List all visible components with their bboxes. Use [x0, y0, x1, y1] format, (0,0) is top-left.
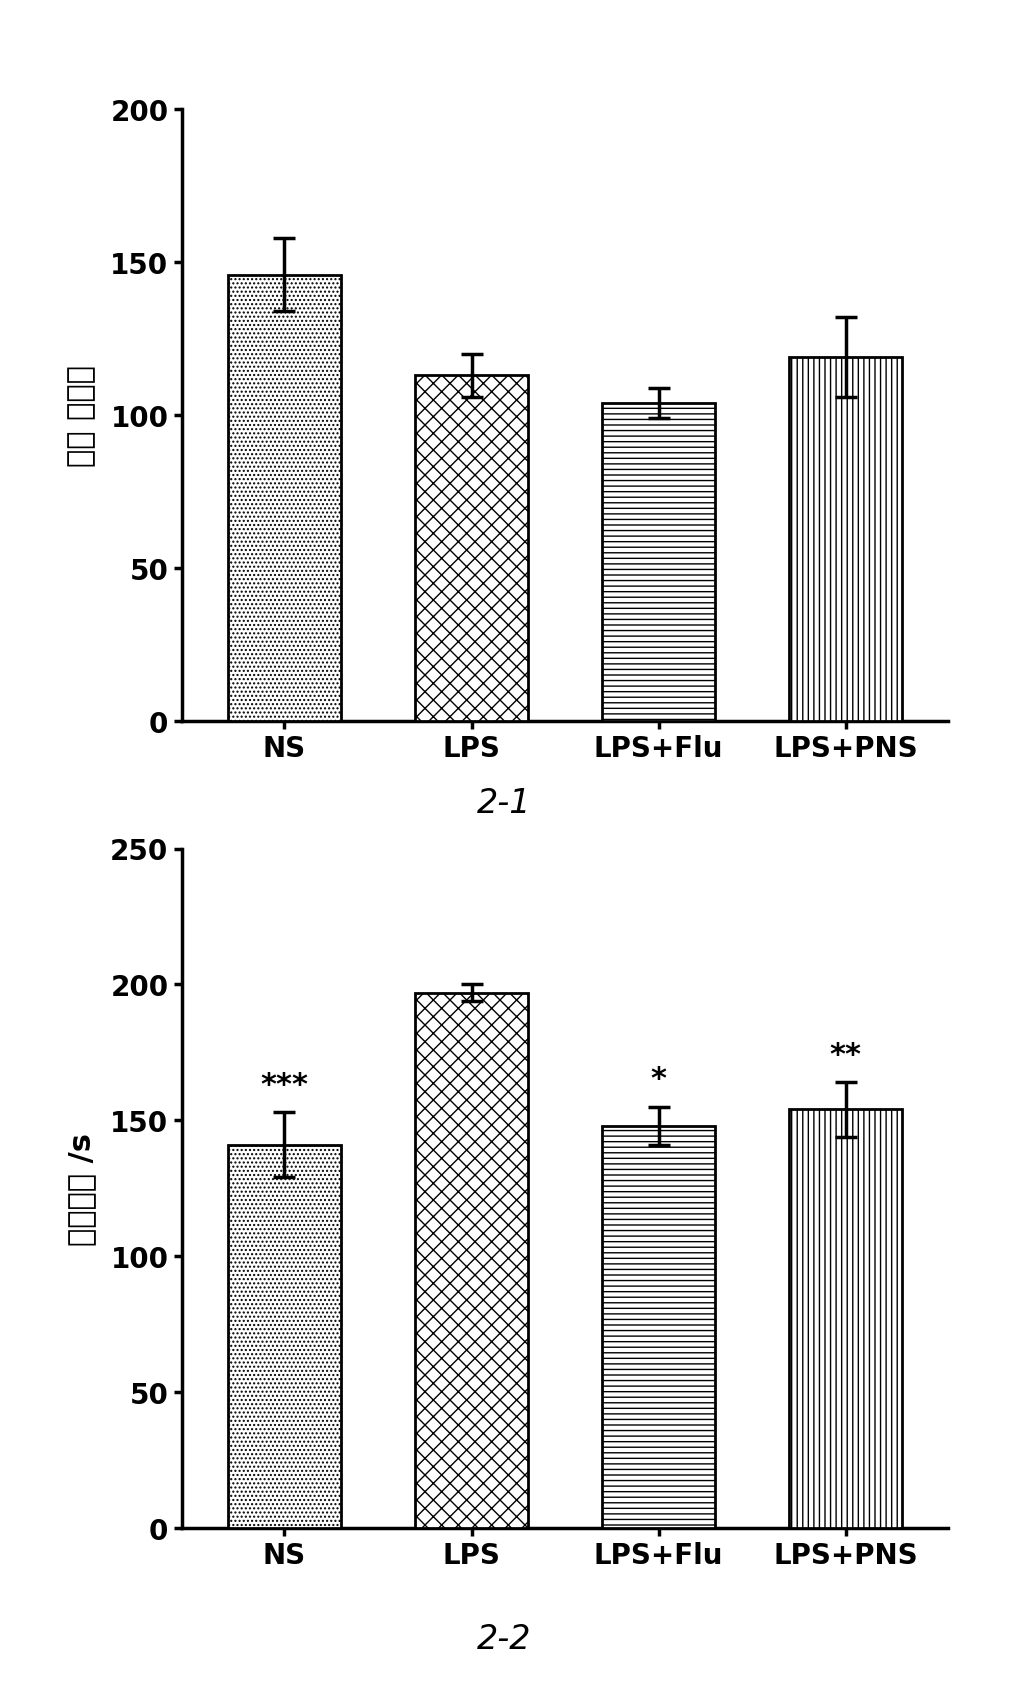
Bar	[228, 1144, 341, 1528]
Y-axis label: 穿越 格子数: 穿越 格子数	[68, 365, 97, 467]
Text: 2-2: 2-2	[477, 1622, 532, 1656]
Y-axis label: 不动时间 /s: 不动时间 /s	[68, 1133, 96, 1245]
Text: *: *	[651, 1065, 667, 1094]
Bar	[228, 275, 341, 722]
Bar	[789, 1110, 902, 1528]
Bar	[602, 1126, 714, 1528]
Bar	[416, 377, 528, 722]
Text: ***: ***	[260, 1070, 309, 1099]
Bar	[789, 358, 902, 722]
Text: 2-1: 2-1	[477, 786, 532, 820]
Bar	[416, 993, 528, 1528]
Bar	[602, 404, 714, 722]
Text: **: **	[829, 1041, 862, 1070]
